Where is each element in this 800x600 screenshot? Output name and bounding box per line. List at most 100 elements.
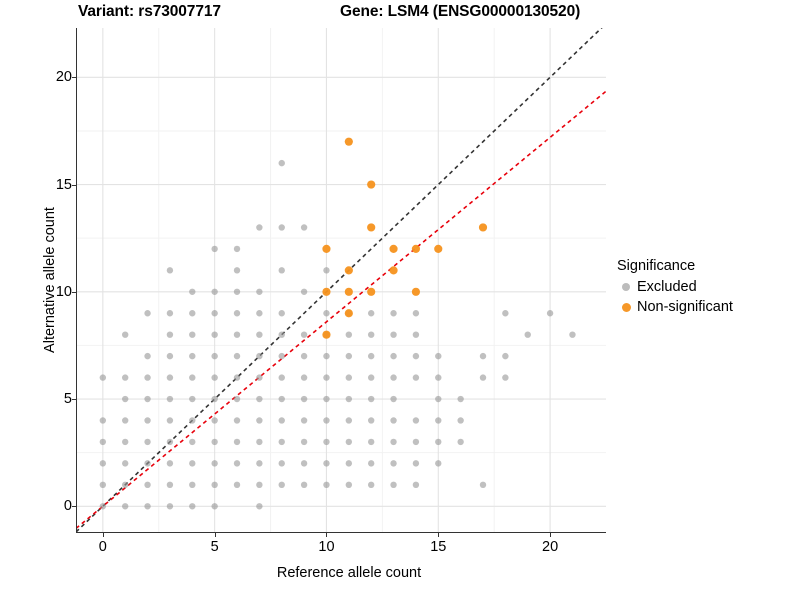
data-point: [367, 417, 375, 424]
data-point: [345, 374, 353, 381]
y-tick-mark: [72, 77, 76, 79]
data-point: [390, 438, 397, 446]
data-point: [278, 417, 285, 424]
data-point: [435, 395, 442, 403]
data-point: [278, 267, 285, 274]
data-point: [256, 417, 263, 424]
data-point: [300, 417, 308, 424]
legend-dot: [622, 283, 630, 291]
data-point: [166, 267, 174, 274]
data-point: [278, 460, 285, 467]
legend-item[interactable]: Non-significant: [617, 297, 797, 317]
data-point: [344, 309, 353, 318]
data-point: [389, 244, 398, 254]
legend-item[interactable]: Excluded: [617, 277, 797, 297]
data-point: [435, 417, 442, 424]
data-point: [256, 374, 263, 381]
data-point: [367, 460, 375, 467]
y-tick-label: 5: [63, 391, 72, 408]
x-tick-mark: [214, 533, 216, 537]
reference-lines: [76, 28, 606, 532]
data-point: [323, 395, 330, 403]
data-point: [479, 352, 487, 360]
data-point: [121, 460, 129, 467]
y-axis-label: Alternative allele count: [42, 207, 58, 353]
data-point: [390, 481, 397, 489]
data-point: [323, 481, 330, 489]
y-tick-label: 10: [55, 283, 72, 300]
data-point: [121, 374, 129, 381]
data-point: [323, 352, 330, 360]
gene-title: Gene: LSM4 (ENSG00000130520): [340, 3, 581, 20]
data-point: [345, 460, 353, 467]
data-point: [144, 352, 151, 360]
data-point: [144, 460, 151, 467]
x-tick-mark: [326, 533, 328, 537]
legend-item-label: Non-significant: [637, 299, 733, 315]
data-point: [144, 374, 151, 381]
data-point: [189, 395, 196, 403]
data-point: [300, 352, 308, 360]
data-point: [389, 266, 398, 275]
data-point: [367, 374, 375, 381]
data-point: [434, 244, 443, 254]
data-point: [569, 331, 576, 338]
data-point: [121, 481, 129, 489]
data-point: [166, 395, 174, 403]
data-point: [211, 503, 218, 510]
data-point: [121, 417, 129, 424]
data-point: [144, 503, 151, 510]
x-axis-line: [76, 532, 606, 533]
data-point: [390, 395, 397, 403]
data-point: [166, 481, 174, 489]
data-point: [390, 460, 397, 467]
data-point: [278, 331, 285, 338]
data-point: [435, 352, 442, 360]
data-point: [412, 352, 420, 360]
data-point: [367, 438, 375, 446]
data-point: [300, 331, 308, 338]
data-point: [121, 331, 129, 338]
data-point: [367, 223, 376, 232]
data-point: [233, 460, 241, 467]
x-tick-label: 15: [430, 539, 447, 555]
x-tick-label: 20: [542, 539, 559, 555]
data-point: [345, 417, 353, 424]
data-point: [256, 460, 263, 467]
data-point: [211, 481, 218, 489]
data-point: [457, 395, 464, 403]
minor-gridlines: [76, 28, 606, 532]
data-point: [345, 438, 353, 446]
data-point: [502, 352, 509, 360]
data-point: [322, 244, 331, 254]
data-point: [367, 331, 375, 338]
data-point: [99, 374, 107, 381]
data-point: [502, 374, 509, 381]
data-point: [189, 481, 196, 489]
data-point: [435, 460, 442, 467]
data-point: [189, 288, 196, 295]
data-point: [367, 481, 375, 489]
data-point: [189, 417, 196, 424]
data-point: [390, 417, 397, 424]
data-point: [322, 330, 331, 339]
data-point: [278, 481, 285, 489]
data-point: [99, 460, 107, 467]
data-point: [278, 395, 285, 403]
variant-title: Variant: rs73007717: [78, 3, 221, 20]
x-axis-label: Reference allele count: [276, 565, 422, 581]
data-point: [166, 438, 174, 446]
data-point: [211, 288, 218, 295]
y-tick-label: 0: [63, 498, 72, 515]
data-point: [411, 244, 421, 254]
data-point: [189, 331, 196, 338]
data-point: [189, 503, 196, 510]
data-point: [344, 287, 353, 296]
legend-key-dot-icon: [617, 278, 635, 296]
data-point: [211, 245, 218, 253]
x-tick-mark: [438, 533, 440, 537]
data-point: [233, 310, 241, 317]
data-point: [546, 310, 554, 317]
legend: Significance Excluded Non-significant: [617, 258, 797, 317]
